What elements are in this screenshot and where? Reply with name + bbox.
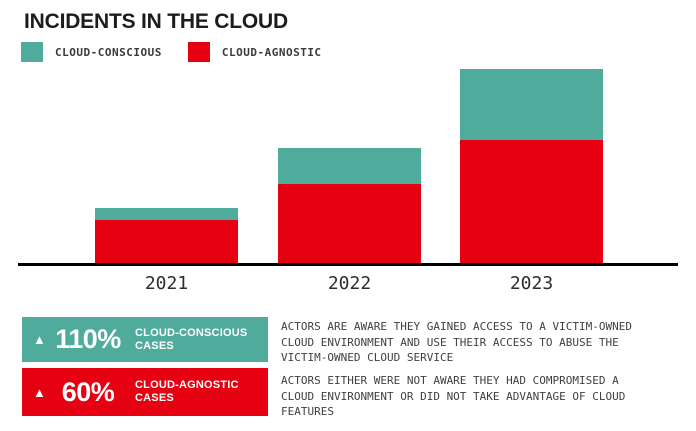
stat-description-cloud-conscious: ACTORS ARE AWARE THEY GAINED ACCESS TO A… — [281, 320, 632, 364]
x-tick-label-2021: 2021 — [144, 273, 189, 294]
legend-label-cloud-conscious: CLOUD-CONSCIOUS — [55, 45, 162, 59]
x-tick-label-2023: 2023 — [509, 273, 554, 294]
cloud-agnostic-swatch-icon — [187, 42, 210, 62]
up-arrow-icon: ▲ — [33, 384, 46, 400]
bar-chart — [18, 0, 678, 263]
chart-legend: CLOUD-CONSCIOUS CLOUD-AGNOSTIC — [21, 42, 322, 62]
stat-description-cloud-agnostic: ACTORS EITHER WERE NOT AWARE THEY HAD CO… — [281, 374, 626, 418]
stat-label-cloud-conscious: CLOUD-CONSCIOUS CASES — [135, 326, 248, 352]
stat-box-cloud-conscious: ▲ 110% CLOUD-CONSCIOUS CASES — [22, 317, 268, 362]
stat-row-cloud-agnostic: ▲ 60% CLOUD-AGNOSTIC CASES ACTORS EITHER… — [22, 368, 671, 420]
bar-group-2022 — [278, 148, 421, 263]
bar-segment-cloud-conscious-2022 — [278, 148, 421, 184]
stat-label-cloud-agnostic: CLOUD-AGNOSTIC CASES — [135, 379, 239, 404]
stat-value-cloud-conscious: 110% — [55, 324, 121, 354]
bar-segment-cloud-conscious-2021 — [95, 208, 238, 220]
stat-value-cloud-agnostic: 60% — [61, 376, 115, 407]
bar-segment-cloud-agnostic-2022 — [278, 184, 421, 263]
bar-segment-cloud-agnostic-2021 — [95, 220, 238, 263]
x-axis-line — [18, 263, 678, 266]
legend-item-cloud-agnostic: CLOUD-AGNOSTIC — [187, 42, 322, 62]
x-tick-label-2022: 2022 — [327, 273, 372, 294]
bar-segment-cloud-agnostic-2023 — [460, 140, 603, 263]
stat-row-cloud-conscious: ▲ 110% CLOUD-CONSCIOUS CASES ACTORS ARE … — [22, 317, 671, 366]
legend-label-cloud-agnostic: CLOUD-AGNOSTIC — [221, 45, 322, 59]
stat-box-cloud-agnostic: ▲ 60% CLOUD-AGNOSTIC CASES — [22, 368, 268, 416]
cloud-conscious-swatch-icon — [21, 42, 43, 62]
bar-group-2021 — [95, 208, 238, 263]
up-arrow-icon: ▲ — [33, 332, 46, 347]
page-title: INCIDENTS IN THE CLOUD — [24, 10, 288, 33]
bar-segment-cloud-conscious-2023 — [460, 69, 603, 140]
bar-group-2023 — [460, 69, 603, 263]
legend-item-cloud-conscious: CLOUD-CONSCIOUS — [21, 42, 162, 62]
